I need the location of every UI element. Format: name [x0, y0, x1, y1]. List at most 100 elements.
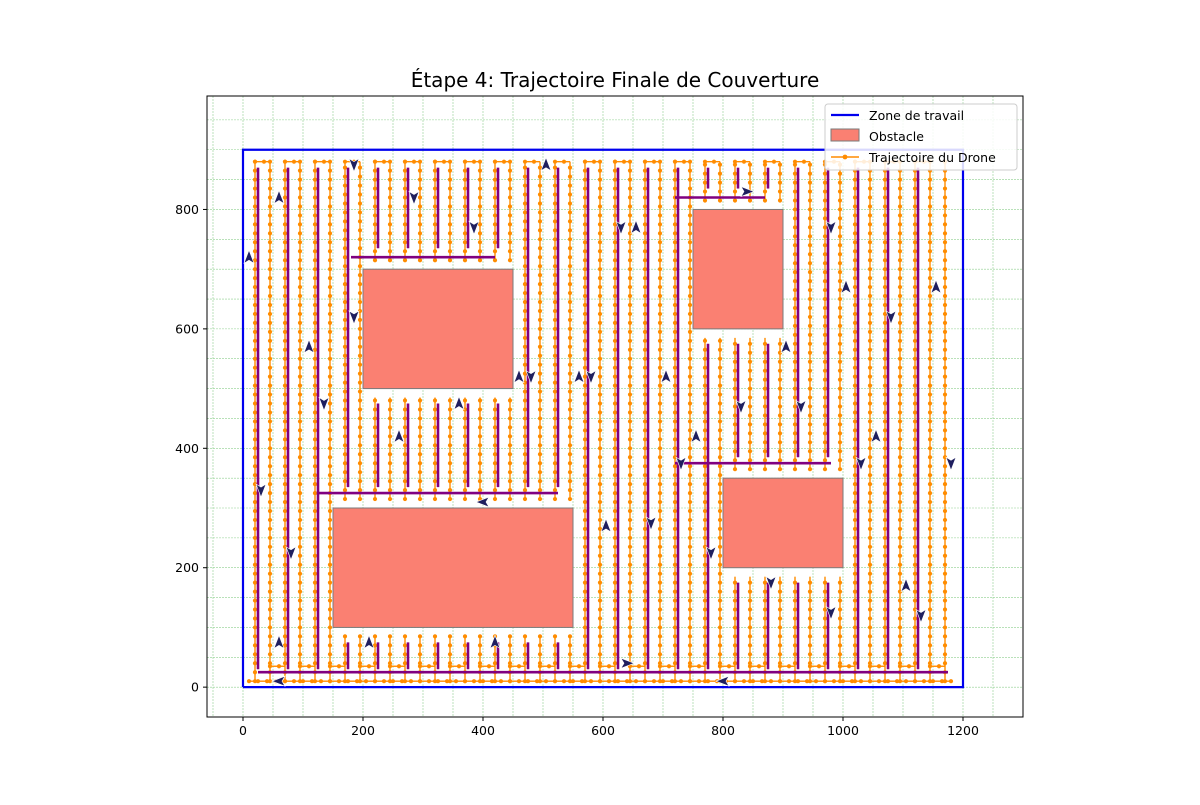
trajectory-point	[552, 273, 558, 278]
trajectory-point	[717, 544, 723, 549]
trajectory-point	[627, 517, 633, 523]
trajectory-point	[897, 526, 903, 532]
trajectory-point	[912, 625, 918, 630]
trajectory-point	[561, 159, 567, 164]
trajectory-point	[537, 165, 543, 170]
trajectory-point	[327, 589, 333, 594]
direction-arrow	[855, 456, 867, 472]
trajectory-point	[252, 311, 258, 317]
trajectory-point	[282, 446, 288, 451]
trajectory-point	[252, 607, 258, 612]
trajectory-point	[702, 490, 708, 496]
trajectory-point	[297, 320, 303, 326]
trajectory-point	[897, 661, 903, 666]
trajectory-point	[657, 652, 663, 657]
trajectory-point	[492, 249, 498, 254]
trajectory-point	[297, 428, 303, 433]
trajectory-point	[447, 496, 453, 502]
trajectory-point	[657, 616, 663, 621]
trajectory-point	[897, 392, 903, 397]
trajectory-point	[297, 240, 303, 245]
trajectory-point	[897, 616, 903, 621]
trajectory-point	[672, 249, 678, 254]
trajectory-point	[387, 177, 393, 182]
trajectory-point	[372, 186, 378, 191]
trajectory-point	[522, 643, 528, 648]
trajectory-point	[942, 482, 948, 487]
trajectory-point	[597, 589, 603, 594]
trajectory-point	[612, 401, 618, 406]
trajectory-point	[702, 401, 708, 406]
trajectory-point	[297, 446, 303, 451]
trajectory-point	[312, 428, 318, 433]
trajectory-point	[552, 183, 558, 188]
trajectory-point	[747, 198, 753, 203]
trajectory-point	[882, 464, 888, 469]
trajectory-point	[327, 311, 333, 317]
trajectory-point	[522, 452, 528, 457]
trajectory-point	[327, 347, 333, 352]
trajectory-point	[567, 461, 573, 466]
trajectory-point	[627, 276, 633, 281]
trajectory-point	[807, 287, 813, 293]
trajectory-point	[867, 526, 873, 532]
trajectory-point	[477, 168, 483, 173]
trajectory-point	[282, 571, 288, 576]
trajectory-point	[804, 679, 810, 684]
trajectory-point	[627, 437, 633, 442]
trajectory-point	[267, 446, 273, 451]
trajectory-point	[786, 679, 792, 684]
trajectory-point	[597, 356, 603, 361]
direction-arrow	[600, 518, 612, 533]
trajectory-point	[252, 168, 258, 173]
trajectory-point	[852, 258, 858, 263]
trajectory-point	[612, 258, 618, 263]
trajectory-point	[522, 380, 528, 385]
trajectory-point	[297, 598, 303, 603]
trajectory-point	[462, 398, 468, 403]
trajectory-point	[357, 192, 363, 197]
trajectory-point	[327, 356, 333, 361]
trajectory-point	[867, 365, 873, 370]
trajectory-point	[342, 362, 348, 367]
trajectory-point	[837, 332, 843, 337]
trajectory-point	[327, 186, 333, 191]
trajectory-point	[705, 679, 711, 684]
trajectory-point	[732, 467, 738, 472]
trajectory-point	[582, 195, 588, 200]
trajectory-point	[342, 335, 348, 340]
trajectory-point	[357, 264, 363, 269]
trajectory-point	[297, 195, 303, 200]
trajectory-point	[582, 329, 588, 334]
trajectory-point	[267, 652, 273, 657]
trajectory-point	[597, 311, 603, 317]
trajectory-point	[267, 482, 273, 487]
trajectory-point	[387, 186, 393, 191]
trajectory-point	[252, 249, 258, 254]
trajectory-point	[702, 189, 708, 194]
trajectory-point	[447, 661, 453, 666]
trajectory-point	[297, 213, 303, 218]
trajectory-point	[282, 652, 288, 657]
trajectory-point	[312, 517, 318, 523]
trajectory-point	[252, 186, 258, 191]
trajectory-point	[402, 249, 408, 254]
trajectory-point	[942, 338, 948, 343]
y-tick-label: 400	[175, 441, 199, 456]
trajectory-point	[252, 625, 258, 630]
trajectory-point	[651, 679, 657, 684]
trajectory-point	[642, 213, 648, 218]
trajectory-point	[912, 571, 918, 576]
trajectory-point	[282, 213, 288, 218]
trajectory-point	[477, 461, 483, 466]
trajectory-point	[687, 580, 693, 585]
trajectory-point	[567, 290, 573, 296]
trajectory-point	[435, 679, 441, 684]
trajectory-point	[627, 383, 633, 388]
trajectory-point	[297, 553, 303, 558]
trajectory-point	[522, 461, 528, 466]
trajectory-point	[552, 210, 558, 215]
trajectory-point	[252, 473, 258, 478]
trajectory-point	[312, 616, 318, 621]
